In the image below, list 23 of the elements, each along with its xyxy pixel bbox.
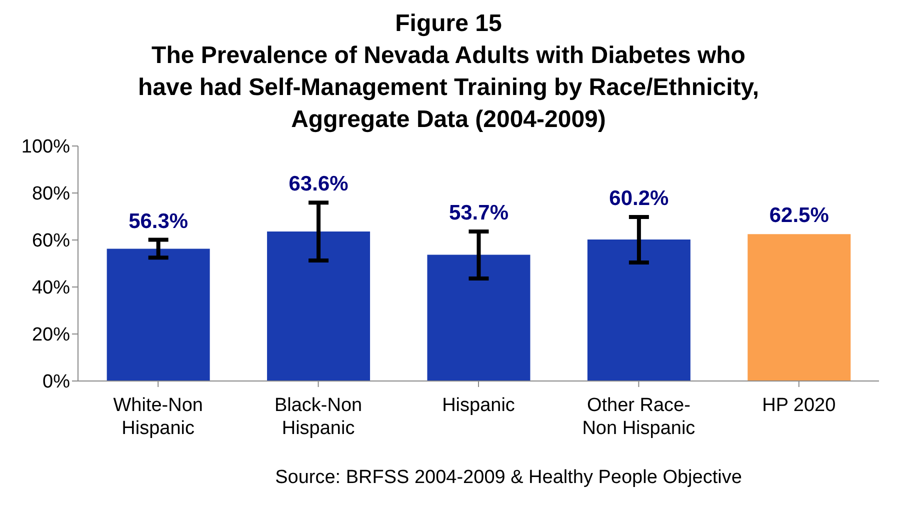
y-tick-label: 80% (32, 184, 70, 205)
y-tick-label: 0% (42, 372, 70, 393)
data-label: 62.5% (769, 204, 830, 228)
y-tick-label: 60% (32, 230, 70, 252)
bar (267, 232, 370, 381)
x-tick-label: Other Race-Non Hispanic (582, 395, 696, 439)
data-label: 63.6% (288, 172, 349, 196)
x-tick-label: HP 2020 (762, 395, 836, 416)
y-tick-label: 100% (21, 136, 70, 158)
bar (106, 248, 210, 381)
data-label: 56.3% (128, 210, 188, 233)
y-tick-label: 40% (32, 278, 70, 299)
source-note: Source: BRFSS 2004-2009 & Healthy People Objective (274, 467, 743, 489)
y-tick-label: 20% (32, 324, 70, 346)
data-label: 60.2% (609, 186, 670, 210)
data-label: 53.7% (448, 202, 509, 225)
bar (587, 240, 690, 381)
bar (748, 234, 851, 381)
x-tick-label: Hispanic (442, 395, 515, 416)
x-tick-label: White-Non Hispanic (113, 395, 203, 439)
x-tick-label: Black-Non Hispanic (274, 395, 362, 439)
bar (427, 254, 530, 381)
chart-title: Figure 15 The Prevalence of Nevada Adults with Diabetes who have had Self-Management Training by Race/Ethnicity, Aggregate Data (2004-2009) (136, 9, 760, 135)
